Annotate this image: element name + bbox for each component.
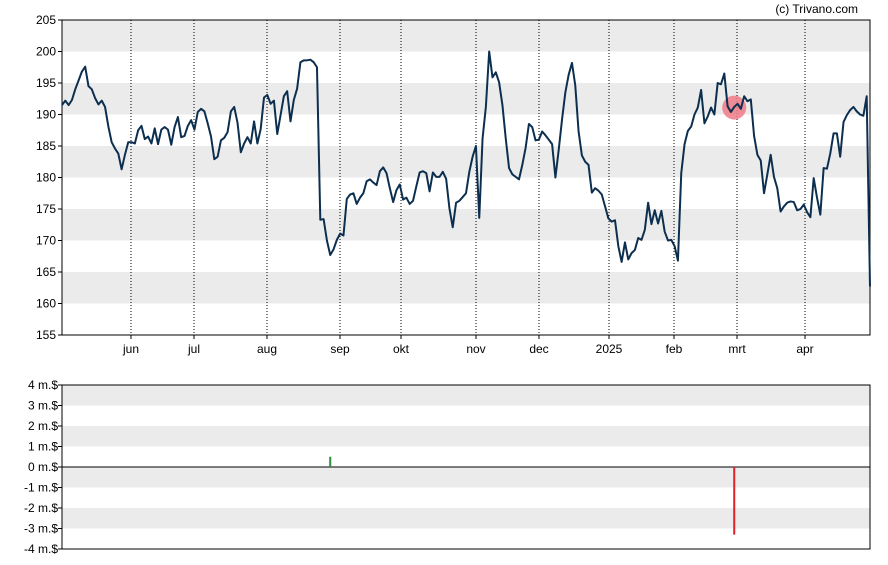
credit-label: (c) Trivano.com <box>775 2 858 16</box>
price-x-tick-label: aug <box>257 342 277 356</box>
volume-y-tick-label: -3 m.$ <box>24 522 58 536</box>
volume-y-tick-label: 4 m.$ <box>28 378 58 392</box>
volume-grid-band <box>62 508 870 529</box>
price-y-tick-label: 160 <box>36 297 56 311</box>
price-y-tick-label: 165 <box>36 265 56 279</box>
volume-grid-band <box>62 426 870 447</box>
price-y-tick-label: 185 <box>36 139 56 153</box>
volume-y-tick-label: 3 m.$ <box>28 399 58 413</box>
volume-y-tick-label: -4 m.$ <box>24 542 58 556</box>
price-y-tick-label: 200 <box>36 45 56 59</box>
price-x-tick-label: apr <box>796 342 813 356</box>
price-x-tick-label: mrt <box>728 342 746 356</box>
price-x-tick-label: jul <box>187 342 200 356</box>
price-series-line <box>61 50 871 287</box>
price-y-tick-label: 170 <box>36 234 56 248</box>
price-grid-band <box>62 209 870 241</box>
volume-y-tick-label: 0 m.$ <box>28 460 58 474</box>
price-x-tick-label: nov <box>466 342 485 356</box>
price-x-tick-label: jun <box>122 342 139 356</box>
price-y-tick-label: 155 <box>36 328 56 342</box>
price-x-tick-label: 2025 <box>596 342 623 356</box>
volume-grid-band <box>62 385 870 406</box>
price-y-tick-label: 195 <box>36 76 56 90</box>
volume-y-tick-label: -2 m.$ <box>24 501 58 515</box>
price-x-tick-label: feb <box>666 342 683 356</box>
volume-y-tick-label: 1 m.$ <box>28 440 58 454</box>
price-grid-band <box>62 83 870 115</box>
volume-grid-band <box>62 467 870 488</box>
price-y-tick-label: 190 <box>36 108 56 122</box>
price-y-tick-label: 205 <box>36 13 56 27</box>
price-x-tick-label: dec <box>529 342 548 356</box>
price-grid-band <box>62 272 870 304</box>
price-grid-band <box>62 146 870 178</box>
price-y-tick-label: 175 <box>36 202 56 216</box>
volume-y-tick-label: -1 m.$ <box>24 481 58 495</box>
price-grid-band <box>62 20 870 52</box>
price-x-tick-label: sep <box>330 342 350 356</box>
price-x-tick-label: okt <box>393 342 410 356</box>
price-y-tick-label: 180 <box>36 171 56 185</box>
volume-y-tick-label: 2 m.$ <box>28 419 58 433</box>
